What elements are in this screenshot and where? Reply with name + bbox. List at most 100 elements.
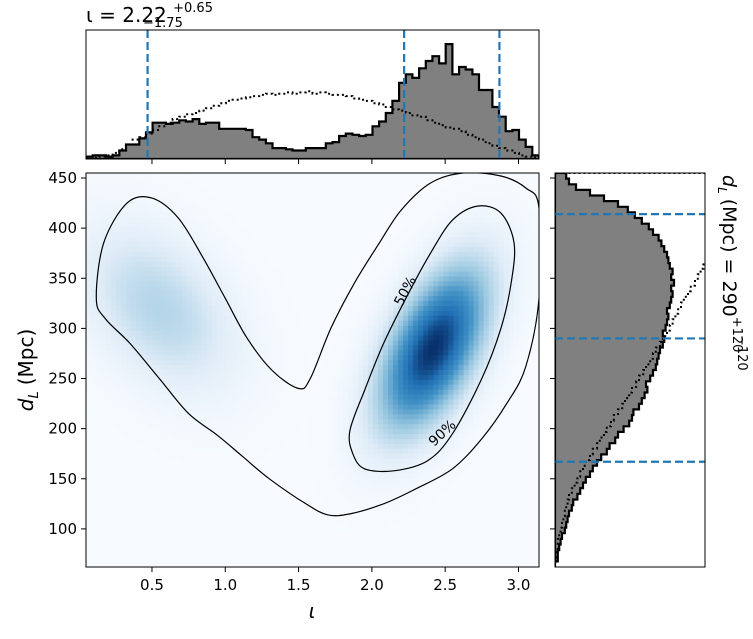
heat-cell xyxy=(328,483,334,489)
heat-cell xyxy=(172,508,178,514)
heat-cell xyxy=(328,301,334,307)
heat-cell xyxy=(318,291,324,297)
heat-cell xyxy=(388,178,394,184)
heat-cell xyxy=(277,237,283,243)
heat-cell xyxy=(247,212,253,218)
heat-cell xyxy=(192,306,198,312)
heat-cell xyxy=(363,498,369,504)
heat-cell xyxy=(297,557,303,563)
heat-cell xyxy=(212,340,218,346)
heat-cell xyxy=(187,459,193,465)
heat-cell xyxy=(162,449,168,455)
heat-cell xyxy=(136,439,142,445)
heat-cell xyxy=(156,414,162,420)
heat-cell xyxy=(192,207,198,213)
heat-cell xyxy=(167,419,173,425)
heat-cell xyxy=(111,513,117,519)
heat-cell xyxy=(187,306,193,312)
heat-cell xyxy=(136,242,142,248)
heat-cell xyxy=(393,424,399,430)
heat-cell xyxy=(277,449,283,455)
heat-cell xyxy=(267,188,273,194)
heat-cell xyxy=(96,444,102,450)
heat-cell xyxy=(151,478,157,484)
heat-cell xyxy=(277,409,283,415)
heat-cell xyxy=(217,503,223,509)
heat-cell xyxy=(96,350,102,356)
heat-cell xyxy=(126,404,132,410)
heat-cell xyxy=(121,557,127,563)
heat-cell xyxy=(177,252,183,258)
heat-cell xyxy=(217,178,223,184)
heat-cell xyxy=(282,503,288,509)
heat-cell xyxy=(292,483,298,489)
heat-cell xyxy=(373,326,379,332)
heat-cell xyxy=(318,424,324,430)
heat-cell xyxy=(116,414,122,420)
heat-cell xyxy=(282,311,288,317)
heat-cell xyxy=(131,434,137,440)
heat-cell xyxy=(202,365,208,371)
heat-cell xyxy=(217,247,223,253)
heat-cell xyxy=(252,217,258,223)
heat-cell xyxy=(307,222,313,228)
heat-cell xyxy=(192,547,198,553)
heat-cell xyxy=(101,350,107,356)
heat-cell xyxy=(287,449,293,455)
heat-cell xyxy=(343,449,349,455)
heat-cell xyxy=(323,262,329,268)
heat-cell xyxy=(348,257,354,263)
heat-cell xyxy=(187,390,193,396)
heat-cell xyxy=(318,178,324,184)
heat-cell xyxy=(247,518,253,524)
heat-cell xyxy=(318,316,324,322)
heat-cell xyxy=(126,207,132,213)
heat-cell xyxy=(106,469,112,475)
heat-cell xyxy=(131,336,137,342)
heat-cell xyxy=(247,247,253,253)
heat-cell xyxy=(353,547,359,553)
heat-cell xyxy=(307,404,313,410)
heat-cell xyxy=(192,188,198,194)
heat-cell xyxy=(307,434,313,440)
heat-cell xyxy=(182,183,188,189)
heat-cell xyxy=(378,301,384,307)
heat-cell xyxy=(368,409,374,415)
heat-cell xyxy=(91,459,97,465)
heat-cell xyxy=(262,537,268,543)
heat-cell xyxy=(297,183,303,189)
heat-cell xyxy=(141,350,147,356)
heat-cell xyxy=(237,469,243,475)
heat-cell xyxy=(272,552,278,558)
heat-cell xyxy=(197,523,203,529)
heat-cell xyxy=(393,542,399,548)
heat-cell xyxy=(343,222,349,228)
heat-cell xyxy=(267,203,273,209)
heat-cell xyxy=(252,257,258,263)
heat-cell xyxy=(192,217,198,223)
heat-cell xyxy=(388,478,394,484)
heat-cell xyxy=(126,242,132,248)
heat-cell xyxy=(313,454,319,460)
heat-cell xyxy=(227,400,233,406)
heat-cell xyxy=(86,326,92,332)
heat-cell xyxy=(328,557,334,563)
heat-cell xyxy=(338,188,344,194)
heat-cell xyxy=(302,552,308,558)
heat-cell xyxy=(257,542,263,548)
heat-cell xyxy=(141,222,147,228)
heat-cell xyxy=(86,262,92,268)
heat-cell xyxy=(116,370,122,376)
heat-cell xyxy=(393,503,399,509)
heat-cell xyxy=(282,173,288,179)
heat-cell xyxy=(192,316,198,322)
heat-cell xyxy=(368,498,374,504)
heat-cell xyxy=(307,321,313,327)
heat-cell xyxy=(111,552,117,558)
heat-cell xyxy=(292,404,298,410)
heat-cell xyxy=(182,291,188,297)
heat-cell xyxy=(333,183,339,189)
heat-cell xyxy=(363,232,369,238)
heat-cell xyxy=(282,370,288,376)
heat-cell xyxy=(192,557,198,563)
